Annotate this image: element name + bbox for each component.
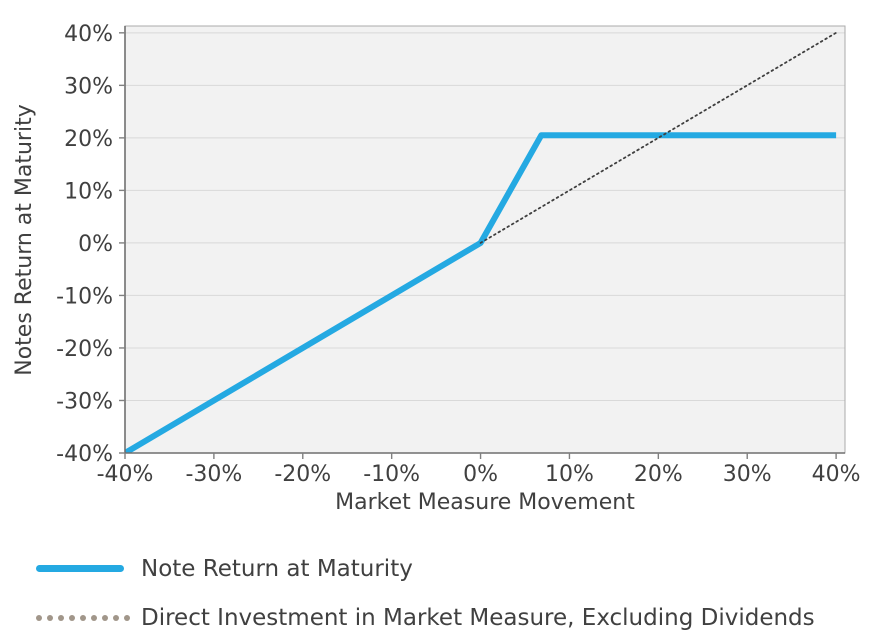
legend-item-direct-investment: Direct Investment in Market Measure, Exc… — [36, 593, 873, 637]
series-group — [125, 31, 837, 453]
solid-line-swatch — [36, 565, 124, 572]
x-tick-labels: -40% -30% -20% -10% 0% 10% 20% 30% 40% — [97, 462, 861, 487]
series-direct-investment-line — [479, 31, 837, 244]
y-axis-title: Notes Return at Maturity — [12, 104, 37, 375]
x-tick-label: -20% — [274, 462, 331, 487]
legend-item-note-return: Note Return at Maturity — [36, 544, 873, 593]
x-axis-title: Market Measure Movement — [335, 490, 635, 515]
x-tick-label: 30% — [723, 462, 772, 487]
y-tick-label: -40% — [56, 442, 113, 467]
y-tick-label: 40% — [64, 22, 113, 47]
y-tick-label: 20% — [64, 127, 113, 152]
payoff-chart: Market Measure Movement Notes Return at … — [12, 22, 861, 515]
series-note-return-line — [125, 132, 837, 453]
x-tick-label: 10% — [545, 462, 594, 487]
dotted-line-swatch — [36, 614, 130, 621]
legend-dot — [69, 614, 75, 621]
legend-dot — [80, 614, 86, 621]
y-tick-label: -30% — [56, 389, 113, 414]
x-tick-label: -10% — [363, 462, 420, 487]
legend-dot — [91, 614, 97, 621]
legend-dot — [113, 614, 119, 621]
legend-label-direct-investment: Direct Investment in Market Measure, Exc… — [141, 604, 815, 631]
legend-dot — [47, 614, 53, 621]
x-tick-label: -40% — [97, 462, 154, 487]
legend-label-note-return: Note Return at Maturity — [141, 555, 413, 582]
legend-dot — [102, 614, 108, 621]
y-tick-labels: -40% -30% -20% -10% 0% 10% 20% 30% 40% — [56, 22, 113, 467]
y-tick-label: -20% — [56, 337, 113, 362]
y-tick-label: 30% — [64, 74, 113, 99]
tick-marks — [119, 32, 837, 459]
legend-dot — [36, 614, 42, 621]
legend: Note Return at Maturity Direct Investmen… — [0, 544, 873, 637]
y-tick-label: -10% — [56, 284, 113, 309]
legend-dot — [124, 614, 130, 621]
x-tick-label: 0% — [463, 462, 498, 487]
x-tick-label: 40% — [812, 462, 861, 487]
y-tick-label: 0% — [78, 232, 113, 257]
y-tick-label: 10% — [64, 179, 113, 204]
legend-dot — [58, 614, 64, 621]
x-tick-label: -30% — [185, 462, 242, 487]
x-tick-label: 20% — [634, 462, 683, 487]
